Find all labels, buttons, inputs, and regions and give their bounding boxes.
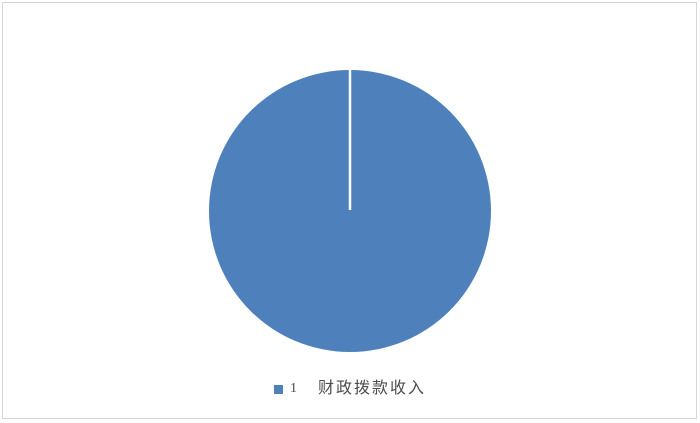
chart-legend: 1 财政拨款收入 (0, 378, 700, 400)
pie-plot-area (208, 69, 492, 353)
legend-marker-swatch (273, 384, 283, 394)
legend-category-label: 财政拨款收入 (317, 380, 426, 397)
pie-chart (209, 70, 491, 352)
pie-slice (209, 70, 491, 352)
legend-series-number: 1 (289, 381, 297, 396)
